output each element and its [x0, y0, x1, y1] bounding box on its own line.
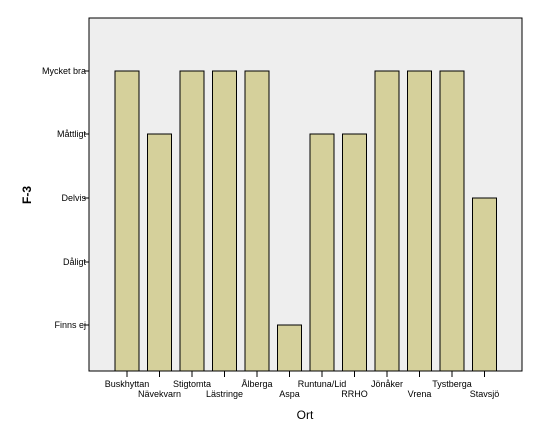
- y-tick-label: Delvis: [61, 193, 86, 203]
- x-axis-title: Ort: [297, 408, 314, 422]
- x-tick-label: Stigtomta: [173, 379, 211, 389]
- x-tick-label: Runtuna/Lid: [298, 379, 347, 389]
- x-tick-label: Lästringe: [206, 389, 243, 399]
- x-tick-label: Vrena: [408, 389, 432, 399]
- x-tick-label: Aspa: [279, 389, 300, 399]
- bar-ålberga: [244, 70, 270, 372]
- y-axis-title: F-3: [20, 186, 34, 204]
- bar-nävekvarn: [147, 133, 172, 372]
- y-tick-label: Mycket bra: [42, 66, 86, 76]
- x-tick-label: Jönåker: [371, 379, 403, 389]
- bar-stigtomta: [179, 70, 205, 372]
- bar-runtuna-lid: [309, 133, 335, 372]
- bar-stavsjö: [472, 197, 497, 372]
- x-tick-label: Stavsjö: [470, 389, 500, 399]
- x-tick-label: Nävekvarn: [138, 389, 181, 399]
- x-tick-label: Buskhyttan: [105, 379, 150, 389]
- x-tick-label: Tystberga: [432, 379, 472, 389]
- bar-buskhyttan: [114, 70, 140, 372]
- x-axis-ticks: BuskhyttanNävekvarnStigtomtaLästringeÅlb…: [105, 371, 500, 399]
- bar-tystberga: [439, 70, 465, 372]
- x-tick-label: Ålberga: [241, 379, 272, 389]
- bars-group: [114, 70, 497, 372]
- y-axis-ticks: Finns ej Dåligt Delvis Måttligt Mycket bra: [42, 66, 89, 330]
- x-tick-label: RRHO: [341, 389, 368, 399]
- y-tick-label: Dåligt: [63, 257, 87, 267]
- bar-aspa: [277, 324, 302, 372]
- bar-lästringe: [212, 70, 237, 372]
- bar-vrena: [407, 70, 432, 372]
- y-tick-label: Måttligt: [57, 129, 87, 139]
- bar-jönåker: [374, 70, 400, 372]
- bar-rrho: [342, 133, 367, 372]
- y-tick-label: Finns ej: [54, 320, 86, 330]
